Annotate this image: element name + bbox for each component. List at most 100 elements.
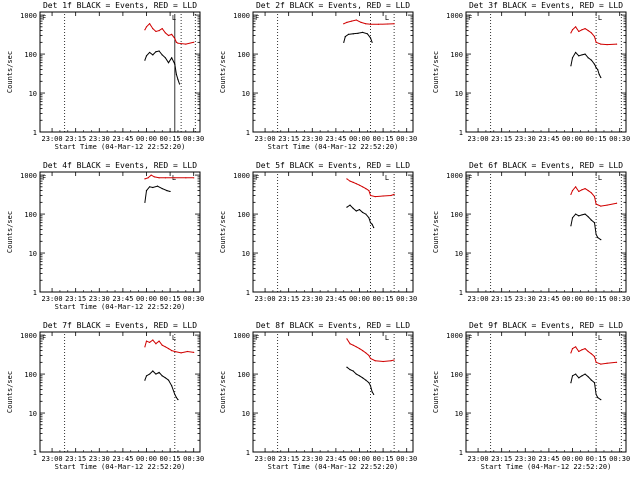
y-tick-label: 100 bbox=[450, 51, 463, 59]
x-tick-label: 00:00 bbox=[349, 455, 370, 463]
lld-data-point bbox=[351, 20, 353, 22]
events-data-point bbox=[368, 382, 370, 384]
events-data-point bbox=[597, 236, 599, 239]
events-data-point bbox=[595, 66, 597, 69]
y-tick-label: 10 bbox=[242, 410, 250, 418]
y-tick-label: 10 bbox=[242, 90, 250, 98]
x-tick-label: 00:15 bbox=[586, 455, 607, 463]
y-tick-label: 10 bbox=[29, 410, 37, 418]
x-tick-label: 00:00 bbox=[562, 135, 583, 143]
y-tick-label: 100 bbox=[24, 371, 37, 379]
flag-label: F bbox=[468, 14, 472, 22]
detector-panel-4: Det 4f BLACK = Events, RED = LLD 1 10 100 10… bbox=[6, 161, 204, 311]
events-data-point bbox=[164, 377, 166, 379]
lld-data-point bbox=[571, 189, 574, 192]
x-tick-label: 00:00 bbox=[349, 295, 370, 303]
panel-title: Det 1f BLACK = Events, RED = LLD bbox=[43, 1, 197, 10]
x-tick-label: 00:15 bbox=[586, 295, 607, 303]
lld-data-point bbox=[590, 32, 592, 34]
lld-data-point bbox=[355, 19, 357, 21]
y-axis-label: Counts/sec bbox=[432, 371, 440, 413]
events-data-point bbox=[158, 50, 160, 52]
x-axis-label: Start Time (04-Mar-12 22:52:20) bbox=[268, 143, 399, 151]
events-data-point bbox=[584, 213, 586, 215]
events-data-point bbox=[152, 54, 154, 56]
lld-data-point bbox=[149, 23, 151, 25]
panel-title: Det 4f BLACK = Events, RED = LLD bbox=[43, 161, 197, 170]
events-data-point bbox=[575, 51, 577, 54]
events-data-point bbox=[581, 375, 583, 377]
lld-series-line bbox=[144, 339, 194, 354]
plot-frame bbox=[39, 331, 201, 453]
lld-data-point bbox=[600, 363, 602, 365]
y-tick-label: 1000 bbox=[446, 12, 463, 20]
x-tick-label: 00:00 bbox=[562, 455, 583, 463]
lld-data-point bbox=[600, 205, 602, 207]
lld-data-point bbox=[174, 177, 176, 179]
events-data-point bbox=[369, 222, 372, 224]
lld-data-point bbox=[164, 32, 166, 34]
events-series-line bbox=[144, 185, 171, 203]
x-tick-label: 00:00 bbox=[136, 295, 157, 303]
x-tick-label: 23:30 bbox=[89, 135, 110, 143]
lld-data-point bbox=[167, 348, 170, 350]
x-tick-label: 23:45 bbox=[538, 135, 559, 143]
events-data-point bbox=[578, 215, 580, 217]
lld-data-point bbox=[193, 41, 195, 43]
events-data-point bbox=[175, 396, 177, 399]
y-tick-label: 100 bbox=[237, 211, 250, 219]
events-data-point bbox=[174, 63, 176, 65]
events-data-point bbox=[178, 83, 181, 85]
flag-label: F bbox=[255, 174, 259, 182]
x-tick-label: 23:30 bbox=[89, 295, 110, 303]
events-data-point bbox=[155, 51, 157, 53]
y-tick-label: 1000 bbox=[446, 332, 463, 340]
lld-data-point bbox=[570, 352, 572, 354]
detector-panel-9: Det 9f BLACK = Events, RED = LLD 1 10 100 10… bbox=[432, 321, 630, 471]
x-tick-label: 23:15 bbox=[65, 295, 86, 303]
y-tick-label: 1000 bbox=[20, 332, 37, 340]
lld-data-point bbox=[355, 183, 357, 185]
x-tick-label: 23:45 bbox=[112, 135, 133, 143]
y-tick-label: 1 bbox=[459, 289, 463, 297]
plot-frame bbox=[252, 331, 414, 453]
x-tick-label: 23:30 bbox=[302, 135, 323, 143]
lld-data-point bbox=[593, 356, 596, 358]
lld-data-point bbox=[144, 346, 146, 348]
lld-data-point bbox=[368, 189, 370, 192]
plot-frame bbox=[252, 11, 414, 133]
y-tick-label: 1 bbox=[33, 289, 37, 297]
events-data-point bbox=[571, 57, 574, 59]
lld-data-point bbox=[584, 348, 586, 350]
events-data-point bbox=[349, 204, 351, 206]
lld-data-point bbox=[362, 186, 364, 188]
lld-data-point bbox=[368, 354, 370, 357]
lld-series-line bbox=[144, 174, 194, 180]
lld-data-point bbox=[167, 34, 170, 37]
x-tick-label: 23:45 bbox=[112, 295, 133, 303]
x-tick-label: 00:30 bbox=[396, 455, 417, 463]
events-data-point bbox=[144, 379, 146, 381]
lld-series-line bbox=[144, 22, 194, 45]
x-tick-label: 00:30 bbox=[609, 295, 630, 303]
events-data-point bbox=[171, 385, 173, 387]
events-data-point bbox=[343, 41, 345, 43]
events-data-point bbox=[571, 375, 574, 377]
lld-data-point bbox=[346, 21, 348, 23]
lld-data-point bbox=[158, 177, 160, 179]
panel-title: Det 3f BLACK = Events, RED = LLD bbox=[469, 1, 623, 10]
lld-data-point bbox=[575, 26, 577, 28]
events-data-point bbox=[362, 31, 364, 33]
events-data-point bbox=[593, 222, 596, 224]
flag-label: F bbox=[42, 174, 46, 182]
lld-data-point bbox=[374, 360, 376, 362]
x-axis-label: Start Time (04-Mar-12 22:52:20) bbox=[268, 463, 399, 471]
lld-data-point bbox=[343, 23, 345, 25]
events-data-point bbox=[371, 223, 373, 225]
y-tick-label: 10 bbox=[29, 250, 37, 258]
detector-panel-8: Det 8f BLACK = Events, RED = LLD 1 10 100 10… bbox=[219, 321, 417, 471]
events-series-line bbox=[570, 373, 602, 401]
lld-data-point bbox=[374, 196, 376, 198]
events-data-point bbox=[587, 216, 589, 218]
